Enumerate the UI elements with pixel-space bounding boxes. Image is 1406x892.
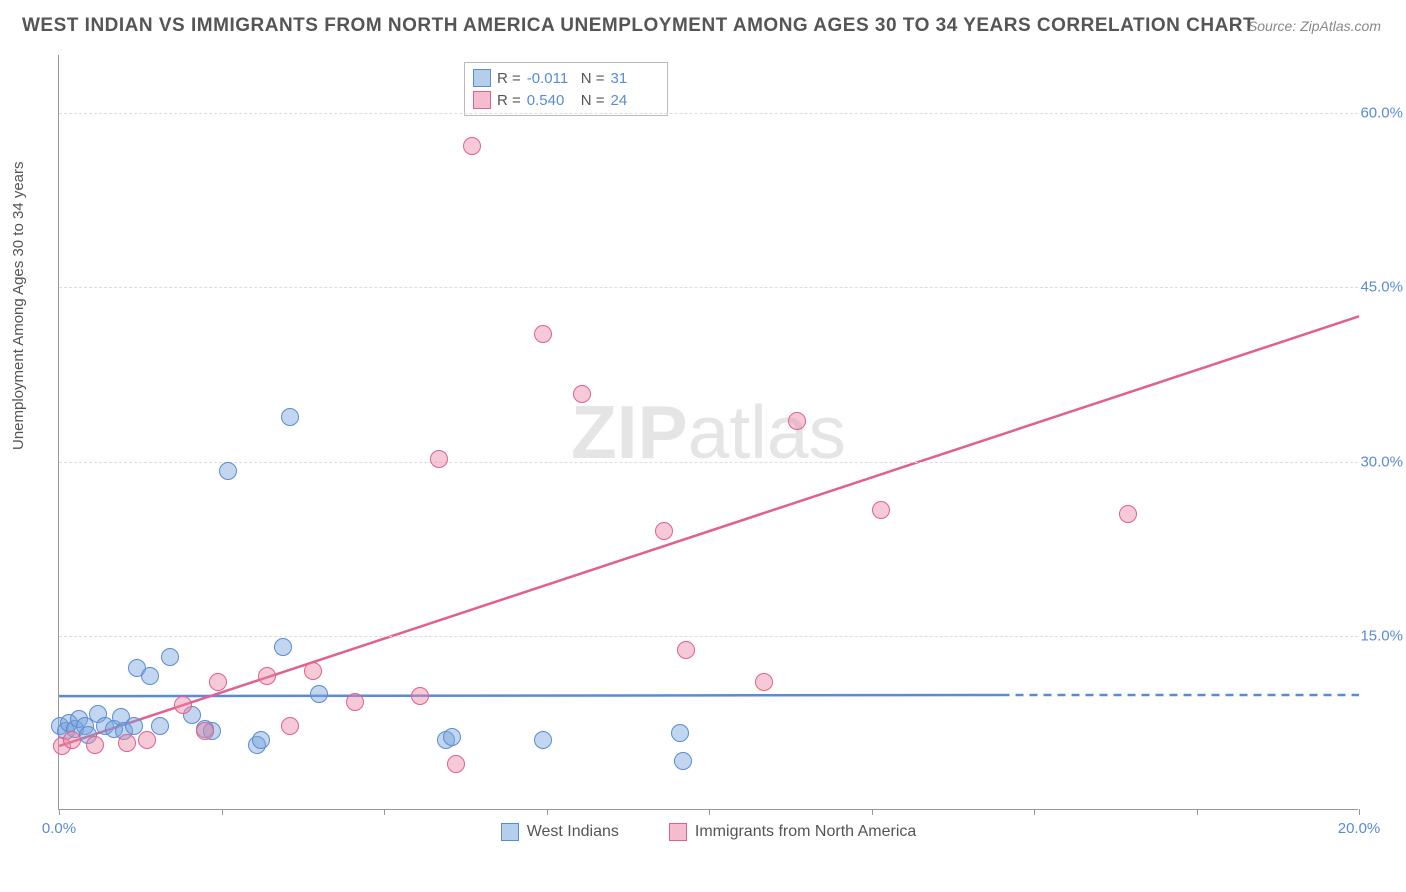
y-tick-label: 60.0%	[1360, 105, 1403, 122]
data-point	[274, 638, 292, 656]
gridline	[59, 636, 1358, 637]
gridline	[59, 113, 1358, 114]
data-point	[1119, 505, 1137, 523]
x-tick-mark	[384, 809, 385, 815]
swatch-blue-icon	[473, 69, 491, 87]
legend-label-2: Immigrants from North America	[695, 823, 916, 841]
data-point	[209, 673, 227, 691]
data-point	[674, 752, 692, 770]
swatch-pink-icon	[473, 91, 491, 109]
legend-item-2: Immigrants from North America	[669, 823, 916, 841]
legend-swatch-blue-icon	[501, 823, 519, 841]
legend-swatch-pink-icon	[669, 823, 687, 841]
data-point	[138, 731, 156, 749]
data-point	[346, 693, 364, 711]
plot-area: ZIPatlas R = -0.011 N = 31 R = 0.540 N =…	[58, 55, 1358, 810]
chart-title: WEST INDIAN VS IMMIGRANTS FROM NORTH AME…	[22, 15, 1255, 37]
y-axis-label: Unemployment Among Ages 30 to 34 years	[10, 161, 27, 450]
stats-row-2: R = 0.540 N = 24	[473, 89, 659, 111]
trend-lines-svg	[59, 55, 1358, 809]
gridline	[59, 287, 1358, 288]
x-tick-label: 20.0%	[1338, 820, 1381, 837]
x-tick-mark	[872, 809, 873, 815]
data-point	[161, 648, 179, 666]
data-point	[447, 755, 465, 773]
x-tick-mark	[1359, 809, 1360, 815]
stats-box: R = -0.011 N = 31 R = 0.540 N = 24	[464, 62, 668, 116]
data-point	[534, 325, 552, 343]
data-point	[443, 728, 461, 746]
gridline	[59, 462, 1358, 463]
data-point	[655, 522, 673, 540]
data-point	[755, 673, 773, 691]
data-point	[463, 137, 481, 155]
x-tick-label: 0.0%	[42, 820, 76, 837]
data-point	[534, 731, 552, 749]
data-point	[281, 408, 299, 426]
x-tick-mark	[547, 809, 548, 815]
data-point	[573, 385, 591, 403]
stat-n-value-2: 24	[611, 92, 659, 109]
stat-n-value-1: 31	[611, 70, 659, 87]
data-point	[252, 731, 270, 749]
data-point	[86, 736, 104, 754]
stat-n-label-1: N =	[581, 70, 605, 87]
stat-n-label-2: N =	[581, 92, 605, 109]
data-point	[118, 734, 136, 752]
data-point	[430, 450, 448, 468]
data-point	[310, 685, 328, 703]
stats-row-1: R = -0.011 N = 31	[473, 67, 659, 89]
data-point	[258, 667, 276, 685]
y-tick-label: 15.0%	[1360, 627, 1403, 644]
data-point	[281, 717, 299, 735]
legend: West Indians Immigrants from North Ameri…	[59, 823, 1358, 841]
legend-label-1: West Indians	[527, 823, 619, 841]
data-point	[219, 462, 237, 480]
data-point	[788, 412, 806, 430]
stat-r-label-1: R =	[497, 70, 521, 87]
data-point	[141, 667, 159, 685]
data-point	[174, 696, 192, 714]
data-point	[411, 687, 429, 705]
x-tick-mark	[1197, 809, 1198, 815]
y-tick-label: 45.0%	[1360, 279, 1403, 296]
legend-item-1: West Indians	[501, 823, 619, 841]
y-tick-label: 30.0%	[1360, 453, 1403, 470]
x-tick-mark	[1034, 809, 1035, 815]
data-point	[63, 731, 81, 749]
data-point	[872, 501, 890, 519]
data-point	[304, 662, 322, 680]
data-point	[151, 717, 169, 735]
x-tick-mark	[709, 809, 710, 815]
stat-r-label-2: R =	[497, 92, 521, 109]
stat-r-value-2: 0.540	[527, 92, 575, 109]
data-point	[671, 724, 689, 742]
data-point	[196, 722, 214, 740]
data-point	[677, 641, 695, 659]
x-tick-mark	[222, 809, 223, 815]
x-tick-mark	[59, 809, 60, 815]
source-attribution: Source: ZipAtlas.com	[1248, 18, 1381, 34]
stat-r-value-1: -0.011	[527, 70, 575, 87]
